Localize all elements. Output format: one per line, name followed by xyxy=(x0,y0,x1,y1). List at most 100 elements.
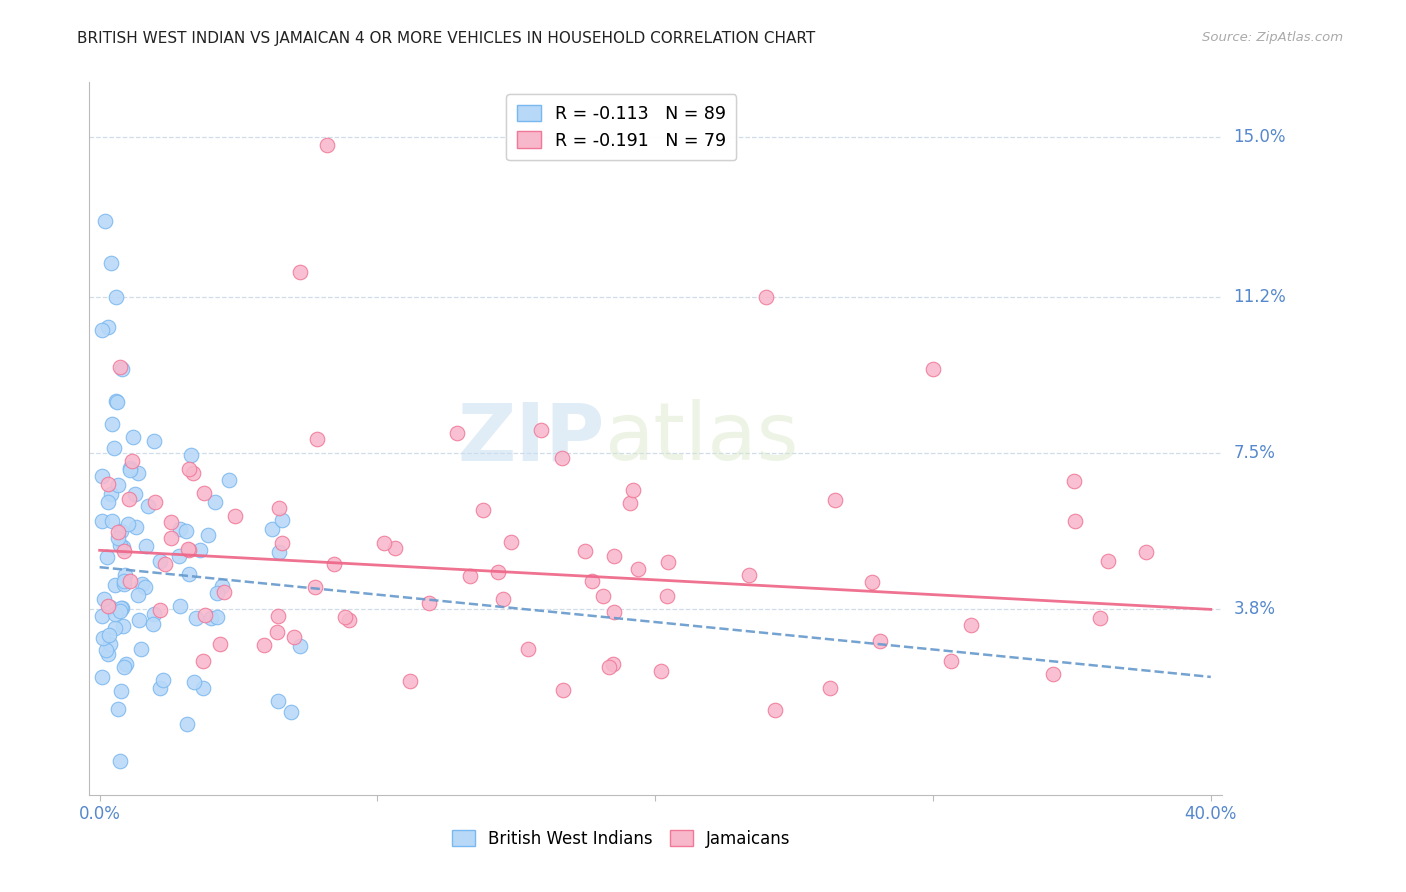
Point xyxy=(186,611,208,625)
Point xyxy=(204,495,226,509)
Point xyxy=(209,637,232,651)
Text: 7.5%: 7.5% xyxy=(1233,444,1275,462)
Point xyxy=(193,486,215,500)
Point xyxy=(197,528,219,542)
Point xyxy=(110,601,132,615)
Point xyxy=(266,625,288,640)
Point xyxy=(104,621,127,635)
Point xyxy=(271,513,294,527)
Point xyxy=(97,599,120,614)
Point xyxy=(211,579,233,593)
Text: 3.8%: 3.8% xyxy=(1233,600,1275,618)
Point xyxy=(104,577,127,591)
Point xyxy=(138,499,160,513)
Point xyxy=(142,617,165,632)
Point xyxy=(501,534,523,549)
Point xyxy=(267,545,290,559)
Point xyxy=(112,574,135,589)
Point xyxy=(960,618,983,632)
Point xyxy=(824,493,846,508)
Point xyxy=(135,539,157,553)
Point xyxy=(107,702,129,716)
Point xyxy=(418,596,440,610)
Point xyxy=(304,580,326,594)
Point xyxy=(602,657,624,672)
Point xyxy=(91,669,114,683)
Point xyxy=(149,681,172,695)
Point xyxy=(218,473,240,487)
Point xyxy=(1063,474,1085,488)
Point xyxy=(118,491,141,506)
Point xyxy=(1088,611,1111,625)
Point xyxy=(818,681,841,696)
Point xyxy=(108,538,131,552)
Point xyxy=(763,703,786,717)
Point xyxy=(111,600,134,615)
Point xyxy=(1097,553,1119,567)
Point xyxy=(738,567,761,582)
Text: 15.0%: 15.0% xyxy=(1233,128,1285,145)
Point xyxy=(398,673,420,688)
Point xyxy=(97,627,120,641)
Point xyxy=(100,637,122,651)
Point xyxy=(110,684,132,698)
Point xyxy=(100,256,122,270)
Point xyxy=(446,426,468,441)
Point xyxy=(307,433,329,447)
Point xyxy=(183,675,205,690)
Point xyxy=(373,536,395,550)
Point xyxy=(288,265,311,279)
Point xyxy=(98,600,121,615)
Point xyxy=(134,580,156,594)
Point xyxy=(621,483,644,497)
Point xyxy=(118,463,141,477)
Point xyxy=(333,610,356,624)
Point xyxy=(117,517,139,532)
Point xyxy=(657,555,679,569)
Point xyxy=(120,461,142,475)
Text: Source: ZipAtlas.com: Source: ZipAtlas.com xyxy=(1202,31,1343,45)
Point xyxy=(603,549,626,564)
Point xyxy=(177,566,200,581)
Point xyxy=(105,290,128,304)
Point xyxy=(101,417,124,431)
Point xyxy=(128,613,150,627)
Point xyxy=(530,423,553,437)
Point xyxy=(112,577,135,591)
Point xyxy=(253,638,276,652)
Point xyxy=(120,574,142,589)
Point xyxy=(177,542,200,557)
Point xyxy=(160,531,183,545)
Point xyxy=(93,592,115,607)
Point xyxy=(212,585,235,599)
Point xyxy=(922,362,945,376)
Point xyxy=(97,476,120,491)
Point xyxy=(112,544,135,558)
Point xyxy=(267,694,290,708)
Point xyxy=(91,468,114,483)
Point xyxy=(91,632,114,646)
Point xyxy=(107,531,129,545)
Point xyxy=(650,665,672,679)
Point xyxy=(121,454,143,468)
Point xyxy=(193,607,215,622)
Point xyxy=(592,589,614,603)
Point xyxy=(122,430,145,444)
Point xyxy=(517,642,540,657)
Point xyxy=(107,477,129,491)
Point xyxy=(125,519,148,533)
Point xyxy=(627,562,650,576)
Point xyxy=(97,495,120,509)
Point xyxy=(108,359,131,374)
Point xyxy=(108,604,131,618)
Point xyxy=(143,434,166,448)
Point xyxy=(148,603,170,617)
Point xyxy=(149,554,172,568)
Point xyxy=(574,544,596,558)
Point xyxy=(288,639,311,653)
Point xyxy=(486,565,509,579)
Point xyxy=(179,449,201,463)
Point xyxy=(174,524,197,539)
Point xyxy=(283,630,305,644)
Point xyxy=(205,586,228,600)
